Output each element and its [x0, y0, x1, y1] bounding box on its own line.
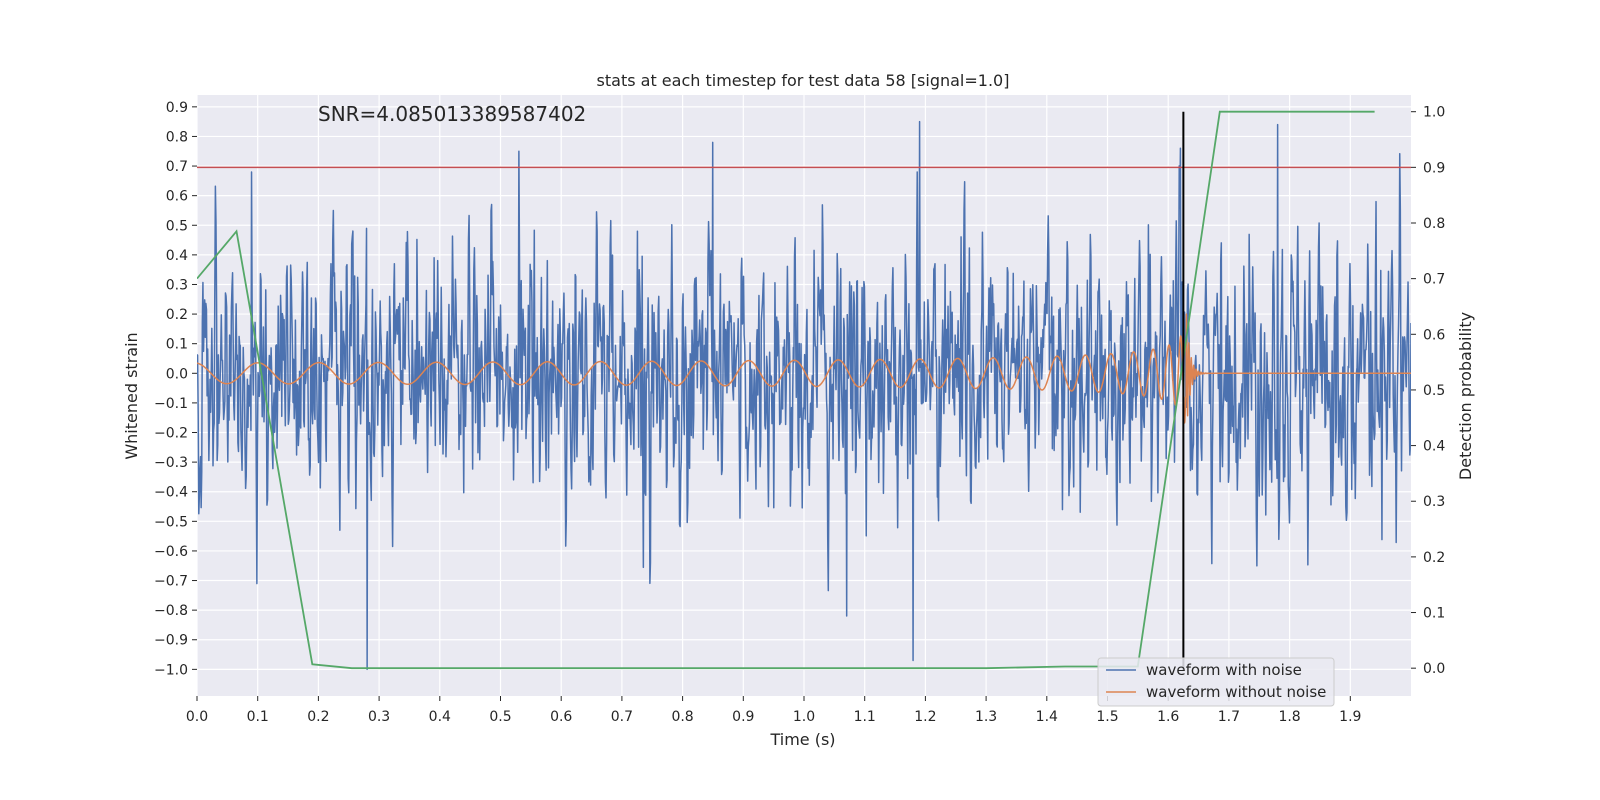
y-right-tick-label: 0.0 [1423, 661, 1445, 677]
y-right-axis-label: Detection probability [1456, 312, 1475, 480]
x-tick-label: 0.3 [368, 709, 390, 725]
x-tick-label: 1.6 [1157, 709, 1179, 725]
y-left-tick-label: 0.2 [166, 307, 188, 323]
y-right-tick-label: 0.7 [1423, 272, 1445, 288]
y-left-tick-label: 0.8 [166, 129, 188, 145]
x-tick-label: 0.2 [307, 709, 329, 725]
y-right-tick-label: 0.3 [1423, 494, 1445, 510]
y-left-tick-label: 0.1 [166, 337, 188, 353]
snr-annotation: SNR=4.085013389587402 [318, 102, 586, 126]
y-right-tick-label: 0.4 [1423, 439, 1445, 455]
series-waveform-without-noise [197, 313, 1411, 424]
x-tick-label: 0.1 [247, 709, 269, 725]
y-left-tick-label: −0.6 [154, 544, 188, 560]
y-left-tick-label: 0.7 [166, 159, 188, 175]
series-detection-probability [197, 110, 1375, 670]
y-right-axis-ticks: 1.0 0.9 0.8 0.7 0.6 0.5 0.4 0.3 0.2 0.1 0.0 [1411, 105, 1445, 677]
y-right-tick-label: 0.9 [1423, 160, 1445, 176]
x-tick-label: 1.8 [1278, 709, 1300, 725]
legend: waveform with noise waveform without noi… [1097, 657, 1335, 707]
x-tick-label: 1.4 [1036, 709, 1058, 725]
x-tick-label: 1.9 [1339, 709, 1361, 725]
chart-title: stats at each timestep for test data 58 … [597, 71, 1010, 90]
y-left-tick-label: −0.7 [154, 574, 188, 590]
grid-lines [196, 95, 1411, 696]
x-tick-label: 0.7 [611, 709, 633, 725]
y-right-tick-label: 0.5 [1423, 383, 1445, 399]
x-tick-label: 1.3 [975, 709, 997, 725]
y-left-tick-label: −0.2 [154, 426, 188, 442]
y-left-tick-label: −0.3 [154, 455, 188, 471]
x-tick-label: 0.8 [671, 709, 693, 725]
x-tick-label: 1.1 [854, 709, 876, 725]
y-right-tick-label: 0.8 [1423, 216, 1445, 232]
x-tick-label: 1.7 [1218, 709, 1240, 725]
x-tick-label: 1.5 [1096, 709, 1118, 725]
x-axis-label: Time (s) [769, 730, 835, 749]
x-tick-label: 0.5 [489, 709, 511, 725]
y-left-tick-label: −0.9 [154, 633, 188, 649]
plot-series [197, 110, 1411, 671]
y-left-tick-label: −0.1 [154, 396, 188, 412]
x-tick-label: 0.0 [186, 709, 208, 725]
x-tick-label: 1.2 [914, 709, 936, 725]
y-left-tick-label: 0.4 [166, 248, 188, 264]
y-left-tick-label: −0.5 [154, 514, 188, 530]
y-left-tick-label: 0.6 [166, 189, 188, 205]
y-left-tick-label: 0.9 [166, 100, 188, 116]
x-tick-label: 1.0 [793, 709, 815, 725]
y-right-tick-label: 0.6 [1423, 327, 1445, 343]
y-left-tick-label: 0.3 [166, 277, 188, 293]
legend-label-waveform-without-noise: waveform without noise [1146, 683, 1326, 701]
x-tick-label: 0.4 [429, 709, 451, 725]
y-left-tick-label: −0.8 [154, 603, 188, 619]
y-right-tick-label: 0.1 [1423, 606, 1445, 622]
x-tick-label: 0.6 [550, 709, 572, 725]
y-right-tick-label: 1.0 [1423, 105, 1445, 121]
x-tick-label: 0.9 [732, 709, 754, 725]
y-left-axis-label: Whitened strain [122, 332, 141, 459]
y-left-tick-label: 0.0 [166, 366, 188, 382]
y-right-tick-label: 0.2 [1423, 550, 1445, 566]
series-waveform-with-noise [197, 120, 1411, 671]
x-axis-ticks: 0.0 0.1 0.2 0.3 0.4 0.5 0.6 0.7 0.8 0.9 1.0 1.1 1.2 1… [186, 696, 1361, 725]
y-left-axis-ticks: 0.9 0.8 0.7 0.6 0.5 0.4 0.3 0.2 0.1 0.0 −0.1 −0.2 −0… [154, 100, 197, 678]
y-left-tick-label: −0.4 [154, 485, 188, 501]
y-left-tick-label: 0.5 [166, 218, 188, 234]
legend-label-waveform-with-noise: waveform with noise [1146, 661, 1302, 679]
legend-box [1097, 657, 1335, 707]
y-left-tick-label: −1.0 [154, 662, 188, 678]
